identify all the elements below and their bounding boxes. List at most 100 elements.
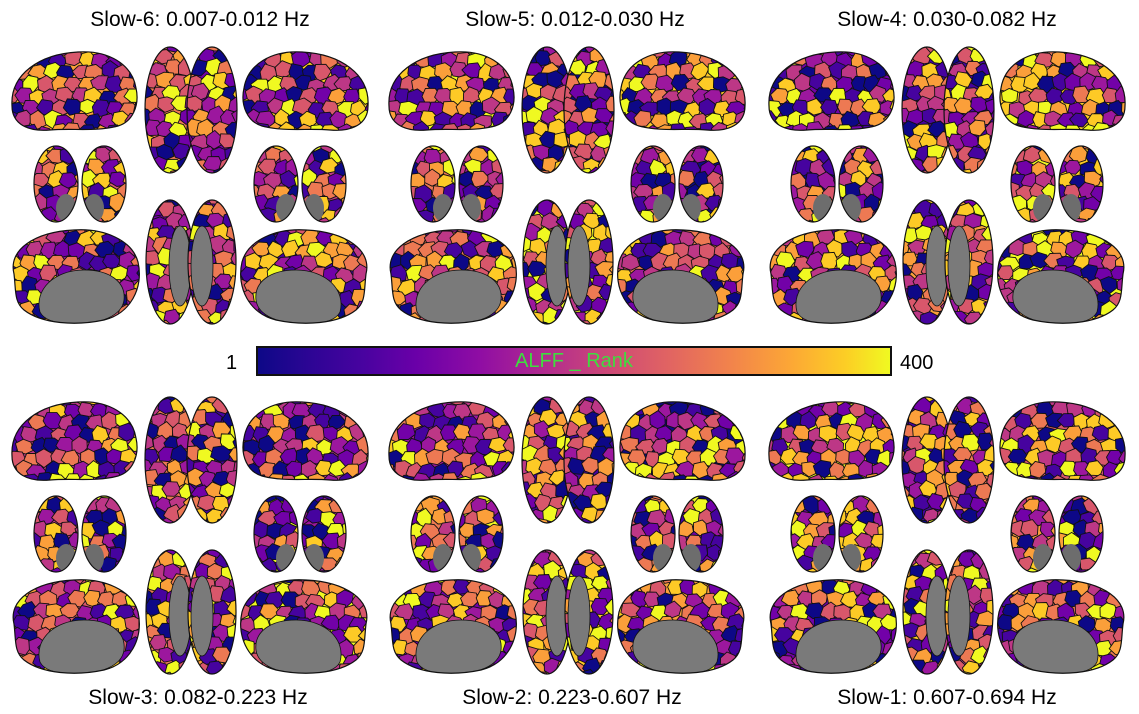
brain-outline xyxy=(388,401,515,481)
brain-outline xyxy=(458,495,504,573)
brain-outline xyxy=(187,199,237,325)
brain-surface-lat-r xyxy=(999,401,1126,481)
medial-wall xyxy=(190,575,214,657)
brain-panel-slow-4 xyxy=(768,46,1126,325)
brain-outline xyxy=(240,229,368,324)
brain-surface-lat-l xyxy=(388,51,515,131)
medial-wall xyxy=(795,269,882,324)
brain-surface-med-l xyxy=(390,229,517,324)
brain-outline xyxy=(389,579,517,674)
medial-wall xyxy=(415,619,502,674)
brain-surface-med-l xyxy=(770,229,897,324)
brain-outline xyxy=(944,549,994,675)
medial-wall xyxy=(255,269,342,324)
brain-surface-med-l xyxy=(770,579,897,674)
brain-outline xyxy=(253,495,299,573)
brain-outline xyxy=(33,145,79,223)
brain-outline xyxy=(630,495,676,573)
brain-outline xyxy=(1010,495,1056,573)
brain-outline xyxy=(11,401,138,481)
brain-panel-slow-2 xyxy=(388,396,746,675)
brain-outline xyxy=(240,579,368,674)
brain-outline xyxy=(838,145,884,223)
brain-outline xyxy=(790,145,836,223)
brain-surface-ant-r1 xyxy=(1011,146,1055,222)
brain-outline xyxy=(999,401,1126,481)
brain-outline xyxy=(186,396,238,524)
medial-wall xyxy=(567,225,591,307)
medial-wall xyxy=(795,619,882,674)
brain-outline xyxy=(838,495,884,573)
brain-outline xyxy=(790,495,836,573)
brain-outline xyxy=(12,229,140,324)
brain-surface-lat-l xyxy=(768,401,895,481)
brain-surface-med-l xyxy=(13,579,140,674)
brain-outline xyxy=(997,229,1125,324)
brain-outline xyxy=(81,495,127,573)
medial-wall xyxy=(190,225,214,307)
brain-surface-lat-l xyxy=(768,51,895,131)
panel-title-slow-5: Slow-5: 0.012-0.030 Hz xyxy=(465,8,685,31)
brain-outline xyxy=(619,401,746,481)
brain-panel-slow-5 xyxy=(388,46,746,325)
brain-panel-slow-3 xyxy=(11,396,369,675)
medial-wall xyxy=(632,619,719,674)
medial-wall xyxy=(632,269,719,324)
brain-outline xyxy=(301,145,347,223)
brain-surface-med-l xyxy=(13,229,140,324)
brain-surface-lat-l xyxy=(11,401,138,481)
medial-wall xyxy=(1012,619,1099,674)
brain-outline xyxy=(768,401,895,481)
brain-outline xyxy=(388,51,515,131)
brain-outline xyxy=(410,495,456,573)
brain-outline xyxy=(678,145,724,223)
brain-outline xyxy=(563,46,615,174)
brain-outline xyxy=(564,199,614,325)
brain-outline xyxy=(1058,145,1104,223)
brain-surface-med-r xyxy=(617,229,744,324)
brain-outline xyxy=(944,199,994,325)
brain-outline xyxy=(11,51,138,131)
colorbar-min-label: 1 xyxy=(226,352,238,374)
brain-surface-lat-r xyxy=(999,51,1126,131)
medial-wall xyxy=(947,575,971,657)
medial-wall xyxy=(1012,269,1099,324)
panel-title-slow-6: Slow-6: 0.007-0.012 Hz xyxy=(90,8,310,31)
brain-panel-slow-1 xyxy=(768,396,1126,675)
brain-outline xyxy=(943,46,995,174)
medial-wall xyxy=(415,269,502,324)
brain-outline xyxy=(769,579,897,674)
brain-surface-med-r xyxy=(997,579,1124,674)
colorbar: ALFF _ Rank xyxy=(256,346,892,376)
brain-surface-dor-l xyxy=(522,47,572,173)
brain-surface-lat-l xyxy=(388,401,515,481)
brain-outline xyxy=(997,579,1125,674)
brain-surface-med-l xyxy=(390,579,517,674)
brain-outline xyxy=(187,549,237,675)
brain-surface-ven-r xyxy=(565,550,613,674)
brain-outline xyxy=(33,495,79,573)
brain-outline xyxy=(301,495,347,573)
brain-panel-slow-6 xyxy=(11,46,369,325)
brain-outline xyxy=(253,145,299,223)
brain-outline xyxy=(186,46,238,174)
colorbar-max-label: 400 xyxy=(900,352,934,374)
medial-wall xyxy=(38,619,125,674)
brain-outline xyxy=(410,145,456,223)
brain-outline xyxy=(768,51,895,131)
brain-outline xyxy=(12,579,140,674)
brain-outline xyxy=(769,229,897,324)
brain-outline xyxy=(630,145,676,223)
panel-title-slow-1: Slow-1: 0.607-0.694 Hz xyxy=(837,686,1057,709)
brain-outline xyxy=(943,396,995,524)
medial-wall xyxy=(255,619,342,674)
brain-outline xyxy=(617,579,745,674)
brain-surface-lat-r xyxy=(242,51,369,131)
brain-outline xyxy=(242,51,369,131)
colorbar-title: ALFF _ Rank xyxy=(515,350,633,372)
brain-outline xyxy=(619,51,746,131)
brain-outline xyxy=(389,229,517,324)
medial-wall xyxy=(947,225,971,307)
medial-wall xyxy=(567,575,591,657)
brain-outline xyxy=(1058,495,1104,573)
